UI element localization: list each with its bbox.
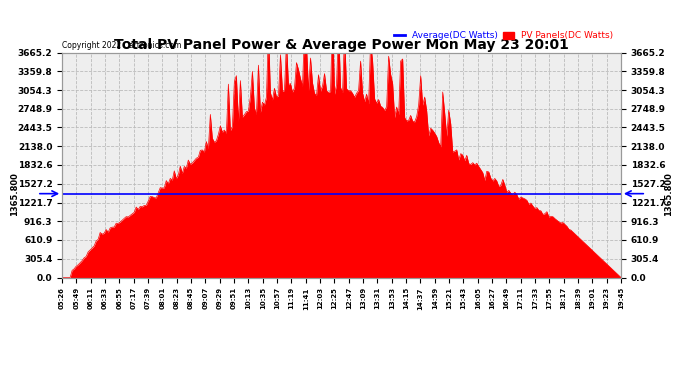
Title: Total PV Panel Power & Average Power Mon May 23 20:01: Total PV Panel Power & Average Power Mon… [114,39,569,53]
Legend: Average(DC Watts), PV Panels(DC Watts): Average(DC Watts), PV Panels(DC Watts) [391,28,616,44]
Text: Copyright 2022 Cartronics.com: Copyright 2022 Cartronics.com [62,41,181,50]
Text: 1365.800: 1365.800 [10,172,19,216]
Text: 1365.800: 1365.800 [664,172,673,216]
